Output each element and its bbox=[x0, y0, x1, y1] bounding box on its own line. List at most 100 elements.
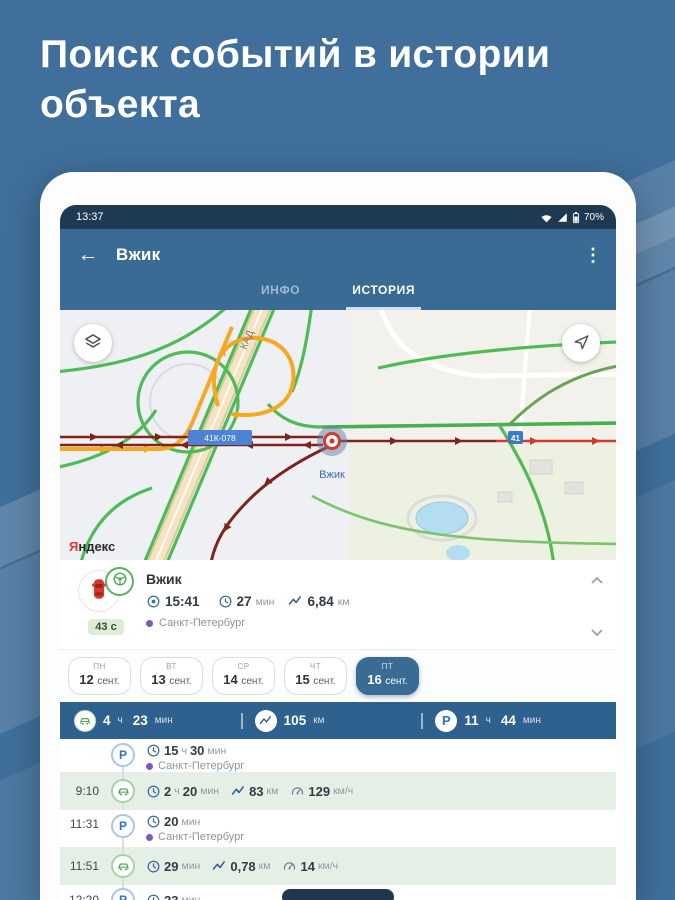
timeline-column: P bbox=[106, 885, 140, 900]
clock-icon bbox=[146, 743, 161, 758]
tab-bar: ИНФО ИСТОРИЯ bbox=[60, 281, 616, 310]
total-parking: P 11 ч 44 мин bbox=[435, 709, 602, 732]
location-dot-icon bbox=[146, 619, 153, 627]
total-distance: 105 км bbox=[254, 709, 422, 732]
event-row-driving[interactable]: 11:51 29 мин 0,78 км 14 км/ч bbox=[60, 847, 616, 885]
metric-clock: 2 ч 20 мин bbox=[146, 784, 219, 799]
metric-clock: 29 мин bbox=[146, 859, 200, 874]
day-chip-12[interactable]: пн 12 сент. bbox=[68, 657, 131, 695]
parking-icon: P bbox=[111, 814, 135, 838]
status-time: 13:37 bbox=[76, 211, 104, 223]
map-layers-button[interactable] bbox=[74, 324, 112, 362]
parking-icon: P bbox=[111, 888, 135, 900]
divider bbox=[421, 712, 424, 729]
location-dot-icon bbox=[146, 762, 153, 770]
status-bar: 13:37 70% bbox=[60, 205, 616, 229]
event-list: P 15 ч 30 мин Санкт-Петербург 9:10 2 ч 20 ми… bbox=[60, 739, 616, 900]
event-time: 9:10 bbox=[75, 784, 99, 798]
overflow-menu-button[interactable]: ⋮ bbox=[584, 244, 602, 265]
yandex-logo: Яндекс bbox=[69, 539, 116, 554]
timeline-column bbox=[106, 847, 140, 885]
vehicle-summary-card[interactable]: 43 с Вжик 15:41 27 мин 6,84 км Санкт-Петербу… bbox=[60, 560, 616, 650]
day-chip-14[interactable]: ср 14 сент. bbox=[212, 657, 275, 695]
event-time bbox=[60, 743, 106, 746]
day-totals-bar: 4 ч 23 мин 105 км P 11 ч 44 мин bbox=[60, 702, 616, 739]
road-number-plate: 41К-078 bbox=[188, 430, 252, 445]
navigate-arrow-icon bbox=[572, 332, 591, 354]
metric-clock: 23 мин bbox=[146, 893, 200, 900]
event-row-driving[interactable]: 9:10 2 ч 20 мин 83 км 129 км/ч bbox=[60, 772, 616, 810]
event-time: 11:51 bbox=[69, 859, 99, 873]
cellular-icon bbox=[557, 212, 568, 223]
clock-icon bbox=[146, 814, 161, 829]
map-locate-button[interactable] bbox=[562, 324, 600, 362]
chevron-down-icon[interactable] bbox=[591, 624, 603, 642]
metric-clock: 15 ч 30 мин bbox=[146, 743, 226, 758]
home-indicator[interactable] bbox=[282, 889, 394, 900]
event-location: Санкт-Петербург bbox=[146, 760, 616, 772]
distance-icon bbox=[288, 594, 303, 609]
event-time: 11:31 bbox=[69, 817, 99, 831]
app-screen: 13:37 70% ← Вжик ⋮ ИНФО ИСТОРИЯ bbox=[60, 205, 616, 900]
event-row-parking[interactable]: 11:31 P 20 мин Санкт-Петербург bbox=[60, 810, 616, 847]
clock-icon bbox=[146, 893, 161, 900]
vehicle-metrics: 15:41 27 мин 6,84 км bbox=[146, 594, 586, 609]
svg-text:Вжик: Вжик bbox=[319, 469, 345, 481]
metric-speed: 14 км/ч bbox=[282, 859, 338, 874]
vehicle-marker[interactable]: Вжик bbox=[317, 426, 347, 481]
day-chip-15[interactable]: чт 15 сент. bbox=[284, 657, 347, 695]
chevron-up-icon[interactable] bbox=[591, 572, 603, 590]
day-chip-16[interactable]: пт 16 сент. bbox=[356, 657, 419, 695]
stop-duration-badge: 43 с bbox=[88, 619, 124, 635]
distance-icon bbox=[212, 859, 227, 874]
page-title: Поиск событий в истории объекта bbox=[40, 33, 551, 126]
app-bar: ← Вжик ⋮ bbox=[60, 229, 616, 281]
car-icon bbox=[74, 709, 96, 732]
speed-icon bbox=[282, 859, 297, 874]
metric-clock: 20 мин bbox=[146, 814, 200, 829]
app-title: Вжик bbox=[116, 245, 161, 264]
road-shield: 41 bbox=[508, 431, 523, 444]
clock-icon bbox=[146, 784, 161, 799]
vehicle-location: Санкт-Петербург bbox=[146, 617, 586, 629]
clock-icon bbox=[218, 594, 233, 609]
layers-icon bbox=[83, 332, 103, 355]
driving-car-icon bbox=[111, 779, 135, 803]
divider bbox=[240, 712, 243, 729]
timeline-column bbox=[106, 772, 140, 810]
vehicle-avatar-column: 43 с bbox=[74, 567, 138, 643]
back-button[interactable]: ← bbox=[77, 243, 99, 266]
distance-icon bbox=[254, 709, 277, 732]
vehicle-name: Вжик bbox=[146, 571, 182, 587]
target-icon bbox=[146, 594, 161, 609]
location-dot-icon bbox=[146, 833, 153, 841]
event-location: Санкт-Петербург bbox=[146, 831, 616, 843]
parking-icon: P bbox=[111, 743, 135, 767]
metric-speed: 129 км/ч bbox=[290, 784, 353, 799]
svg-text:41К-078: 41К-078 bbox=[204, 433, 236, 443]
steering-wheel-icon bbox=[112, 571, 128, 592]
timeline-column: P bbox=[106, 814, 140, 847]
battery-icon bbox=[572, 211, 580, 224]
event-time: 12:20 bbox=[68, 893, 99, 900]
driving-car-icon bbox=[111, 854, 135, 878]
driver-badge bbox=[105, 567, 134, 596]
card-metric-target: 15:41 bbox=[146, 594, 204, 609]
card-metric-distance: 6,84 км bbox=[288, 594, 350, 609]
event-row-parking[interactable]: 12:20 P 23 мин bbox=[60, 885, 616, 900]
day-selector: пн 12 сент. вт 13 сент. ср 14 сент. чт 15 сент.… bbox=[60, 650, 616, 702]
map-view[interactable]: КАД 41К-078 41 Вжик bbox=[60, 310, 616, 560]
event-row-parking[interactable]: P 15 ч 30 мин Санкт-Петербург bbox=[60, 739, 616, 772]
metric-distance: 83 км bbox=[231, 784, 278, 799]
wifi-icon bbox=[540, 212, 553, 223]
card-metric-clock: 27 мин bbox=[218, 594, 274, 609]
tab-history[interactable]: ИСТОРИЯ bbox=[346, 281, 422, 310]
timeline-column: P bbox=[106, 743, 140, 772]
day-chip-13[interactable]: вт 13 сент. bbox=[140, 657, 203, 695]
tablet-frame: 13:37 70% ← Вжик ⋮ ИНФО ИСТОРИЯ bbox=[40, 172, 636, 900]
parking-icon: P bbox=[435, 709, 458, 732]
red-car-icon bbox=[86, 576, 112, 607]
svg-text:41: 41 bbox=[511, 434, 520, 443]
tab-info[interactable]: ИНФО bbox=[260, 283, 301, 297]
